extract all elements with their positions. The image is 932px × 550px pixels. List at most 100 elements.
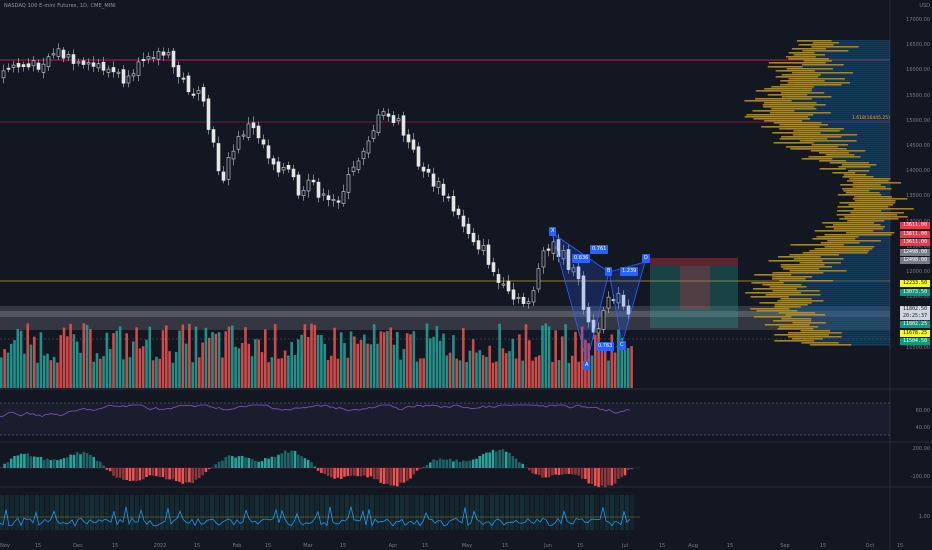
vol-shade — [300, 495, 304, 530]
volume-bar — [590, 355, 594, 388]
osc-bar — [590, 468, 594, 484]
vol-shade — [315, 495, 319, 530]
volume-profile-bar — [786, 268, 890, 270]
candle — [491, 262, 496, 273]
volume-bar — [217, 332, 221, 388]
volume-profile-bar — [768, 260, 823, 262]
candle — [96, 63, 101, 69]
volume-profile-bar — [779, 334, 890, 336]
candle — [206, 98, 211, 130]
volume-bar — [227, 326, 231, 388]
candle — [186, 75, 191, 93]
volume-profile-bar — [814, 248, 873, 250]
volume-bar — [521, 360, 524, 388]
volume-profile-bar — [779, 280, 834, 282]
volume-profile-bar — [774, 340, 815, 342]
osc-bar — [495, 451, 498, 468]
volume-bar — [141, 346, 145, 388]
volume-bar — [56, 362, 59, 388]
symbol-title[interactable]: NASDAQ 100 E-mini Futures, 1D, CME_MINI — [4, 3, 116, 9]
vol-shade — [50, 495, 54, 530]
harmonic-point-label[interactable]: X — [549, 227, 557, 236]
volume-profile-bar — [808, 156, 861, 158]
volume-profile-bar — [800, 40, 890, 42]
volume-profile-bar — [799, 262, 841, 264]
volume-profile-bar — [773, 142, 814, 144]
vol-shade — [175, 495, 179, 530]
volume-profile-bar — [846, 180, 889, 182]
volume-bar — [349, 331, 353, 388]
volume-bar — [95, 353, 99, 388]
candle — [196, 89, 201, 94]
volume-bar — [194, 326, 198, 388]
osc-bar — [412, 468, 416, 475]
candle — [301, 190, 306, 196]
vol-shade — [460, 495, 464, 530]
osc-bar — [39, 456, 43, 468]
volume-profile-bar — [757, 288, 890, 290]
volume-profile-bar — [778, 340, 890, 342]
harmonic-ratio-label[interactable]: 0.763 — [596, 342, 615, 351]
volume-bar — [204, 327, 208, 388]
osc-bar — [564, 468, 567, 474]
osc-bar — [244, 457, 247, 468]
volume-bar — [613, 352, 617, 388]
volume-profile-bar — [774, 306, 801, 308]
candle — [541, 250, 546, 268]
indicator-tick: 200.00 — [912, 446, 931, 452]
volume-bar — [389, 327, 392, 388]
harmonic-point-label[interactable]: B — [605, 267, 613, 276]
osc-bar — [409, 468, 412, 479]
volume-profile-bar — [779, 124, 828, 126]
volume-bar — [290, 341, 293, 388]
price-tag: 13073.50 — [900, 289, 930, 296]
price-tick: 13000.00 — [906, 219, 930, 225]
volume-profile-bar — [776, 276, 890, 278]
osc-bar — [544, 468, 548, 478]
rsi-band — [0, 403, 890, 435]
time-tick: Nov — [0, 543, 10, 549]
harmonic-ratio-label[interactable]: 1.239 — [620, 267, 639, 276]
vol-shade — [400, 495, 404, 530]
volume-profile-bar — [793, 130, 840, 132]
volume-profile-bar — [750, 292, 890, 294]
volume-profile-bar — [775, 278, 890, 280]
candle — [26, 63, 31, 68]
harmonic-point-label[interactable]: A — [583, 361, 591, 370]
osc-bar — [138, 468, 142, 481]
volume-bar — [491, 362, 495, 388]
volume-profile-bar — [821, 152, 890, 154]
osc-bar — [498, 449, 501, 468]
harmonic-point-label[interactable]: D — [642, 254, 650, 263]
volume-profile-bar — [818, 152, 849, 154]
osc-bar — [108, 468, 112, 472]
osc-bar — [511, 456, 515, 468]
volume-profile-bar — [744, 116, 809, 118]
osc-bar — [541, 468, 544, 478]
candle — [261, 139, 266, 145]
vol-shade — [410, 495, 414, 530]
osc-bar — [115, 468, 119, 478]
candle — [466, 223, 471, 234]
osc-bar — [247, 457, 251, 468]
harmonic-ratio-label[interactable]: 0.636 — [572, 254, 591, 263]
harmonic-point-label[interactable]: C — [618, 341, 626, 350]
harmonic-ratio-label[interactable]: 0.761 — [590, 245, 609, 254]
volume-bar — [610, 334, 614, 388]
volume-profile-bar — [848, 170, 870, 172]
vol-shade — [155, 495, 159, 530]
candle — [536, 268, 541, 290]
vol-shade — [345, 495, 349, 530]
vol-shade — [365, 495, 369, 530]
vol-shade — [475, 495, 479, 530]
osc-bar — [217, 461, 221, 468]
volume-bar — [85, 324, 89, 388]
volume-profile-bar — [774, 304, 808, 306]
volume-profile-bar — [765, 294, 821, 296]
volume-profile-bar — [771, 86, 814, 88]
vol-shade — [355, 495, 359, 530]
volume-bar — [9, 343, 13, 388]
volume-bar — [49, 360, 53, 388]
